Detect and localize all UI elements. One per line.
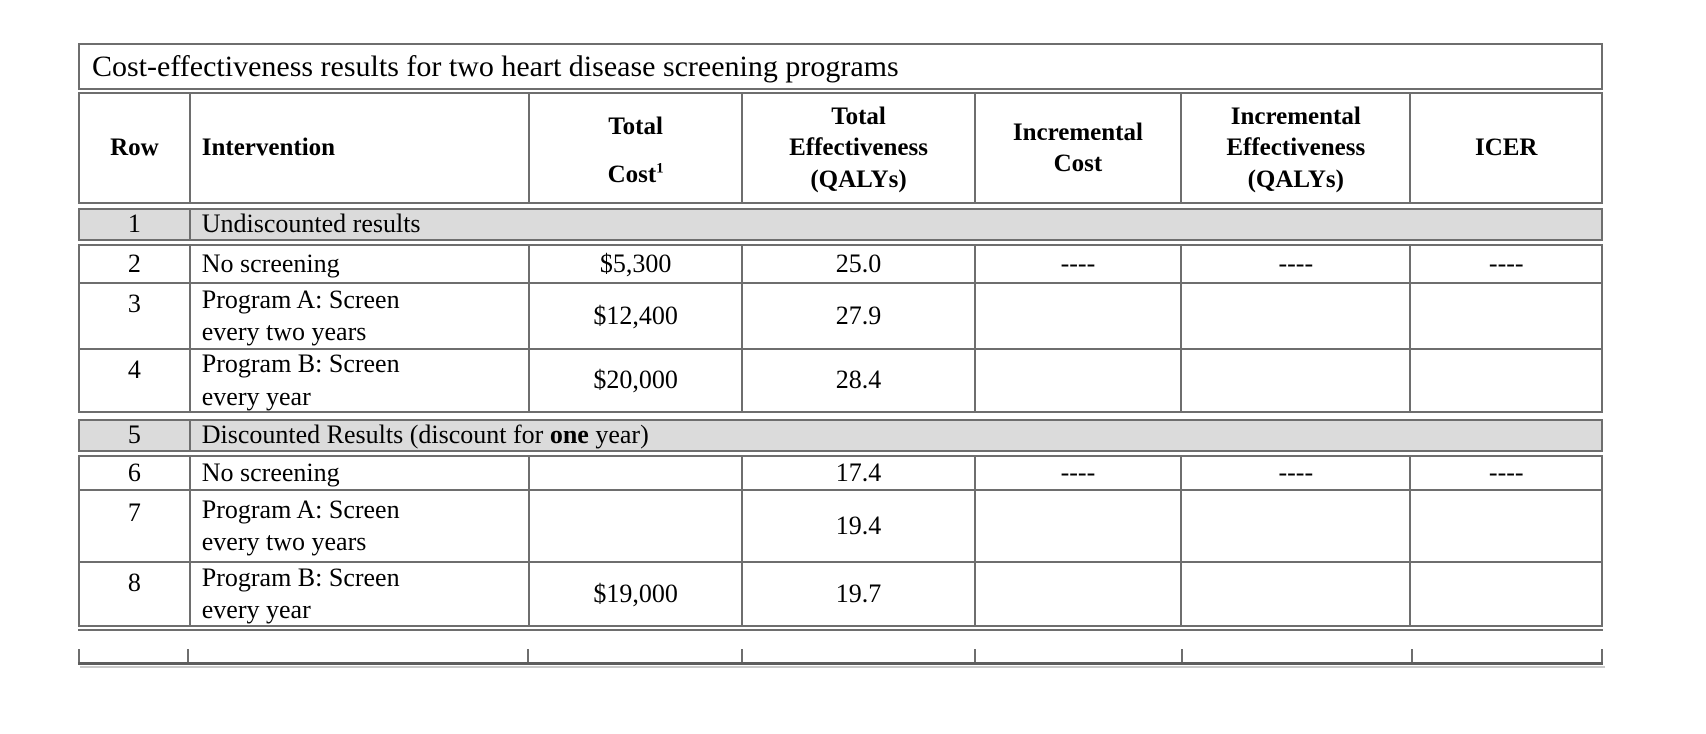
header-icer: ICER <box>1409 94 1601 202</box>
column-tick <box>1601 649 1603 662</box>
cell-total-cost: $20,000 <box>527 350 741 411</box>
row-number: 1 <box>80 209 189 239</box>
header-total-cost-line2: Cost1 <box>607 160 664 188</box>
section-row-undiscounted: 1 Undiscounted results <box>78 208 1603 241</box>
cell-total-cost <box>527 491 741 561</box>
row-number: 6 <box>127 457 141 487</box>
row-number: 8 <box>127 568 141 597</box>
table-row-program-b: 4 Program B: Screen every year $20,000 2… <box>78 348 1603 413</box>
row-number: 3 <box>127 289 141 318</box>
cell-intervention: No screening <box>188 246 528 282</box>
section-label: Discounted Results (discount for one yea… <box>188 420 1601 450</box>
column-tick <box>1181 649 1184 662</box>
table-title-row: Cost-effectiveness results for two heart… <box>78 43 1603 90</box>
cell-intervention: Program B: Screen every year <box>188 563 528 625</box>
column-tick <box>78 649 80 662</box>
row-number: 4 <box>127 355 141 384</box>
header-row-number: Row <box>110 134 159 162</box>
column-tick <box>741 649 744 662</box>
cell-icer <box>1409 350 1601 411</box>
cell-incremental-cost: ---- <box>973 246 1180 282</box>
section-label: Undiscounted results <box>188 209 1601 239</box>
table-row-program-a: 3 Program A: Screen every two years $12,… <box>78 282 1603 350</box>
column-tick <box>974 649 977 662</box>
table-row-no-screening: 2 No screening $5,300 25.0 ---- ---- ---… <box>78 244 1603 284</box>
cell-icer: ---- <box>1409 457 1601 489</box>
cell-incremental-cost: ---- <box>973 457 1180 489</box>
column-tick <box>187 649 190 662</box>
header-intervention: Intervention <box>188 94 528 202</box>
header-total-cost-line1: Total <box>608 113 663 140</box>
header-total-effectiveness: Total Effectiveness (QALYs) <box>741 94 973 202</box>
cell-total-effectiveness: 28.4 <box>741 350 973 411</box>
cost-effectiveness-table: Cost-effectiveness results for two heart… <box>78 43 1603 631</box>
cell-intervention: No screening <box>188 457 528 489</box>
cell-total-cost: $12,400 <box>527 284 741 348</box>
cell-total-cost: $19,000 <box>527 563 741 625</box>
cell-icer <box>1409 491 1601 561</box>
table-bottom-double-border <box>78 629 1603 631</box>
table-row-program-b-discounted: 8 Program B: Screen every year $19,000 1… <box>78 561 1603 627</box>
cell-incremental-effectiveness <box>1180 284 1409 348</box>
row-number: 5 <box>80 420 189 450</box>
clipped-next-row-strip <box>78 649 1605 668</box>
header-incremental-effectiveness: Incremental Effectiveness (QALYs) <box>1180 94 1409 202</box>
column-tick <box>527 649 530 662</box>
cell-total-cost <box>527 457 741 489</box>
cell-incremental-effectiveness: ---- <box>1180 457 1409 489</box>
cell-total-effectiveness: 27.9 <box>741 284 973 348</box>
row-number: 2 <box>127 248 141 278</box>
cell-incremental-cost <box>973 284 1180 348</box>
cell-incremental-effectiveness <box>1180 491 1409 561</box>
cell-intervention: Program A: Screen every two years <box>188 284 528 348</box>
row-number: 7 <box>127 498 141 527</box>
cell-incremental-effectiveness <box>1180 563 1409 625</box>
table-title: Cost-effectiveness results for two heart… <box>92 49 899 83</box>
header-total-cost: Total Cost1 <box>527 94 741 202</box>
cell-incremental-cost <box>973 491 1180 561</box>
cell-total-effectiveness: 25.0 <box>741 246 973 282</box>
section-row-discounted: 5 Discounted Results (discount for one y… <box>78 419 1603 452</box>
header-incremental-cost: Incremental Cost <box>973 94 1180 202</box>
cell-incremental-cost <box>973 563 1180 625</box>
cell-total-effectiveness: 19.4 <box>741 491 973 561</box>
footnote-marker: 1 <box>656 160 664 177</box>
cell-icer: ---- <box>1409 246 1601 282</box>
table-row-program-a-discounted: 7 Program A: Screen every two years 19.4 <box>78 489 1603 563</box>
column-tick <box>1411 649 1413 662</box>
cell-total-effectiveness: 17.4 <box>741 457 973 489</box>
table-header-row: Row Intervention Total Cost1 Total Effec… <box>78 92 1603 204</box>
cell-incremental-cost <box>973 350 1180 411</box>
cell-intervention: Program B: Screen every year <box>188 349 528 411</box>
cell-icer <box>1409 284 1601 348</box>
cell-incremental-effectiveness <box>1180 350 1409 411</box>
cell-intervention: Program A: Screen every two years <box>188 491 528 561</box>
cell-incremental-effectiveness: ---- <box>1180 246 1409 282</box>
cell-total-effectiveness: 19.7 <box>741 563 973 625</box>
table-row-no-screening-discounted: 6 No screening 17.4 ---- ---- ---- <box>78 455 1603 491</box>
cell-total-cost: $5,300 <box>527 246 741 282</box>
cell-icer <box>1409 563 1601 625</box>
